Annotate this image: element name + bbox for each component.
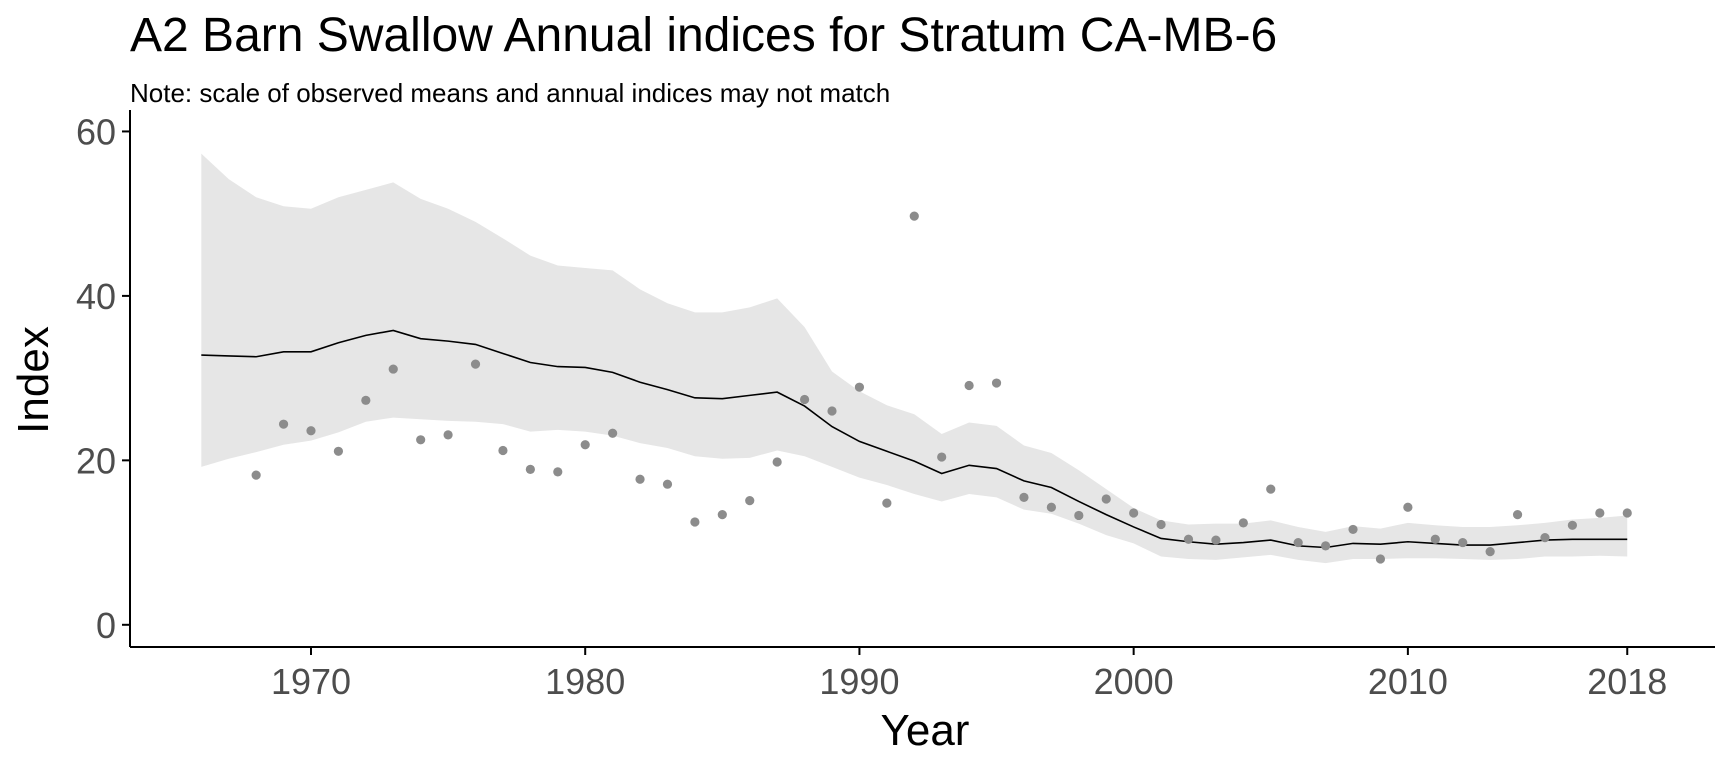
observed-point (690, 517, 700, 527)
observed-point (1375, 554, 1386, 564)
observed-point (1266, 484, 1276, 494)
observed-point (306, 426, 316, 436)
x-tick-label: 2010 (1368, 661, 1448, 702)
observed-point (525, 464, 535, 474)
observed-point (1348, 524, 1358, 535)
y-ticks: 0 20 40 60 (76, 111, 130, 646)
observed-point (1156, 519, 1166, 530)
observed-point (1458, 537, 1468, 548)
x-tick-label: 1970 (271, 661, 351, 702)
observed-point (882, 498, 892, 508)
y-tick-label: 20 (76, 440, 116, 481)
observed-point (991, 378, 1002, 388)
y-tick-label: 0 (96, 605, 116, 646)
observed-point (251, 470, 261, 480)
observed-point (799, 394, 810, 405)
observed-point (1129, 508, 1139, 518)
observed-point (1019, 492, 1029, 502)
observed-point (1622, 508, 1632, 518)
chart-subtitle: Note: scale of observed means and annual… (130, 78, 891, 108)
x-axis-title: Year (881, 706, 970, 755)
observed-point (1183, 534, 1194, 544)
observed-point (1046, 502, 1056, 512)
observed-point (909, 211, 919, 221)
chart-title: A2 Barn Swallow Annual indices for Strat… (130, 9, 1278, 62)
index-line (201, 329, 1628, 549)
observed-point (1238, 518, 1248, 528)
observed-point (1485, 547, 1495, 557)
observed-point (1293, 537, 1303, 548)
observed-point (745, 496, 755, 506)
x-ticks: 1970 1980 1990 2000 2010 2018 (271, 647, 1667, 702)
observed-point (827, 406, 837, 416)
observed-point (937, 452, 947, 462)
x-tick-label: 1980 (545, 661, 625, 702)
observed-point (1101, 494, 1111, 504)
observed-point (854, 382, 865, 392)
observed-point (498, 445, 508, 456)
x-tick-label: 1990 (819, 661, 899, 702)
observed-point (1595, 508, 1605, 518)
observed-point (772, 457, 782, 467)
axes (129, 110, 1715, 648)
y-axis-title: Index (9, 326, 58, 434)
observed-point (388, 364, 398, 374)
x-tick-label: 2000 (1094, 661, 1174, 702)
observed-point (1074, 510, 1084, 521)
y-tick-label: 40 (76, 276, 116, 317)
observed-points-layer (251, 211, 1632, 564)
observed-point (278, 419, 289, 429)
observed-point (1321, 541, 1331, 551)
credible-interval-band (201, 153, 1628, 564)
index-line-layer (201, 329, 1628, 549)
observed-point (1540, 533, 1550, 543)
observed-point (443, 430, 453, 440)
observed-point (333, 446, 344, 456)
observed-point (1430, 534, 1440, 544)
observed-point (608, 428, 618, 438)
observed-point (635, 474, 645, 484)
x-tick-label: 2018 (1587, 661, 1667, 702)
observed-point (470, 359, 481, 369)
observed-point (1403, 502, 1413, 512)
observed-point (1512, 510, 1523, 520)
observed-point (1211, 535, 1221, 545)
observed-point (964, 380, 974, 391)
observed-point (717, 510, 727, 520)
observed-point (1567, 520, 1578, 530)
observed-point (580, 440, 590, 450)
y-tick-label: 60 (76, 111, 116, 152)
observed-point (553, 467, 563, 477)
observed-point (361, 395, 371, 405)
observed-point (416, 435, 426, 445)
confidence-band-layer (201, 153, 1628, 564)
observed-point (662, 479, 673, 489)
